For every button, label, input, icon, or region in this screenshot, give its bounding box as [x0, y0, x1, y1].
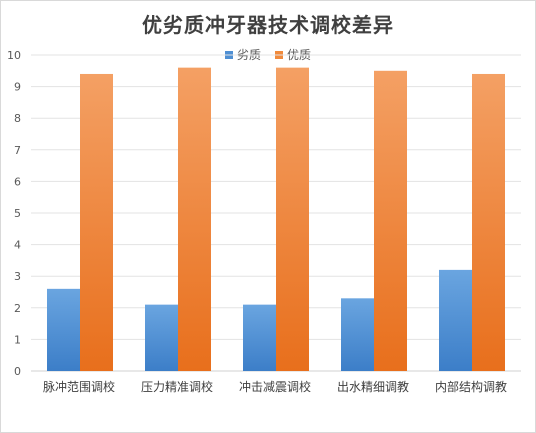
bar-series-0-3 [341, 298, 374, 371]
y-tick-label-4: 4 [14, 239, 21, 252]
bar-series-0-1 [145, 304, 178, 371]
bar-series-1-3 [374, 70, 407, 372]
bar-series-1-2 [276, 67, 309, 371]
x-category-label-2: 冲击减震调校 [239, 379, 311, 394]
x-category-label-1: 压力精准调校 [141, 379, 213, 394]
chart-title: 优劣质冲牙器技术调校差异 [142, 13, 394, 37]
y-tick-label-0: 0 [14, 365, 21, 378]
bar-series-0-4 [439, 269, 472, 371]
x-category-label-4: 内部结构调教 [435, 379, 507, 394]
bar-series-1-4 [472, 73, 505, 372]
y-tick-label-6: 6 [14, 175, 21, 188]
y-tick-label-7: 7 [14, 144, 21, 157]
bar-series-1-1 [178, 67, 211, 371]
bar-series-0-2 [243, 304, 276, 371]
y-tick-label-2: 2 [14, 302, 21, 315]
y-tick-label-8: 8 [14, 112, 21, 125]
x-category-label-3: 出水精细调教 [337, 379, 409, 394]
y-tick-label-10: 10 [7, 49, 21, 62]
y-tick-label-1: 1 [14, 333, 21, 346]
bar-series-1-0 [80, 73, 113, 372]
x-category-label-0: 脉冲范围调校 [43, 379, 115, 394]
y-tick-label-5: 5 [14, 207, 21, 220]
bar-series-0-0 [47, 288, 80, 371]
y-tick-label-3: 3 [14, 270, 21, 283]
y-tick-label-9: 9 [14, 81, 21, 94]
